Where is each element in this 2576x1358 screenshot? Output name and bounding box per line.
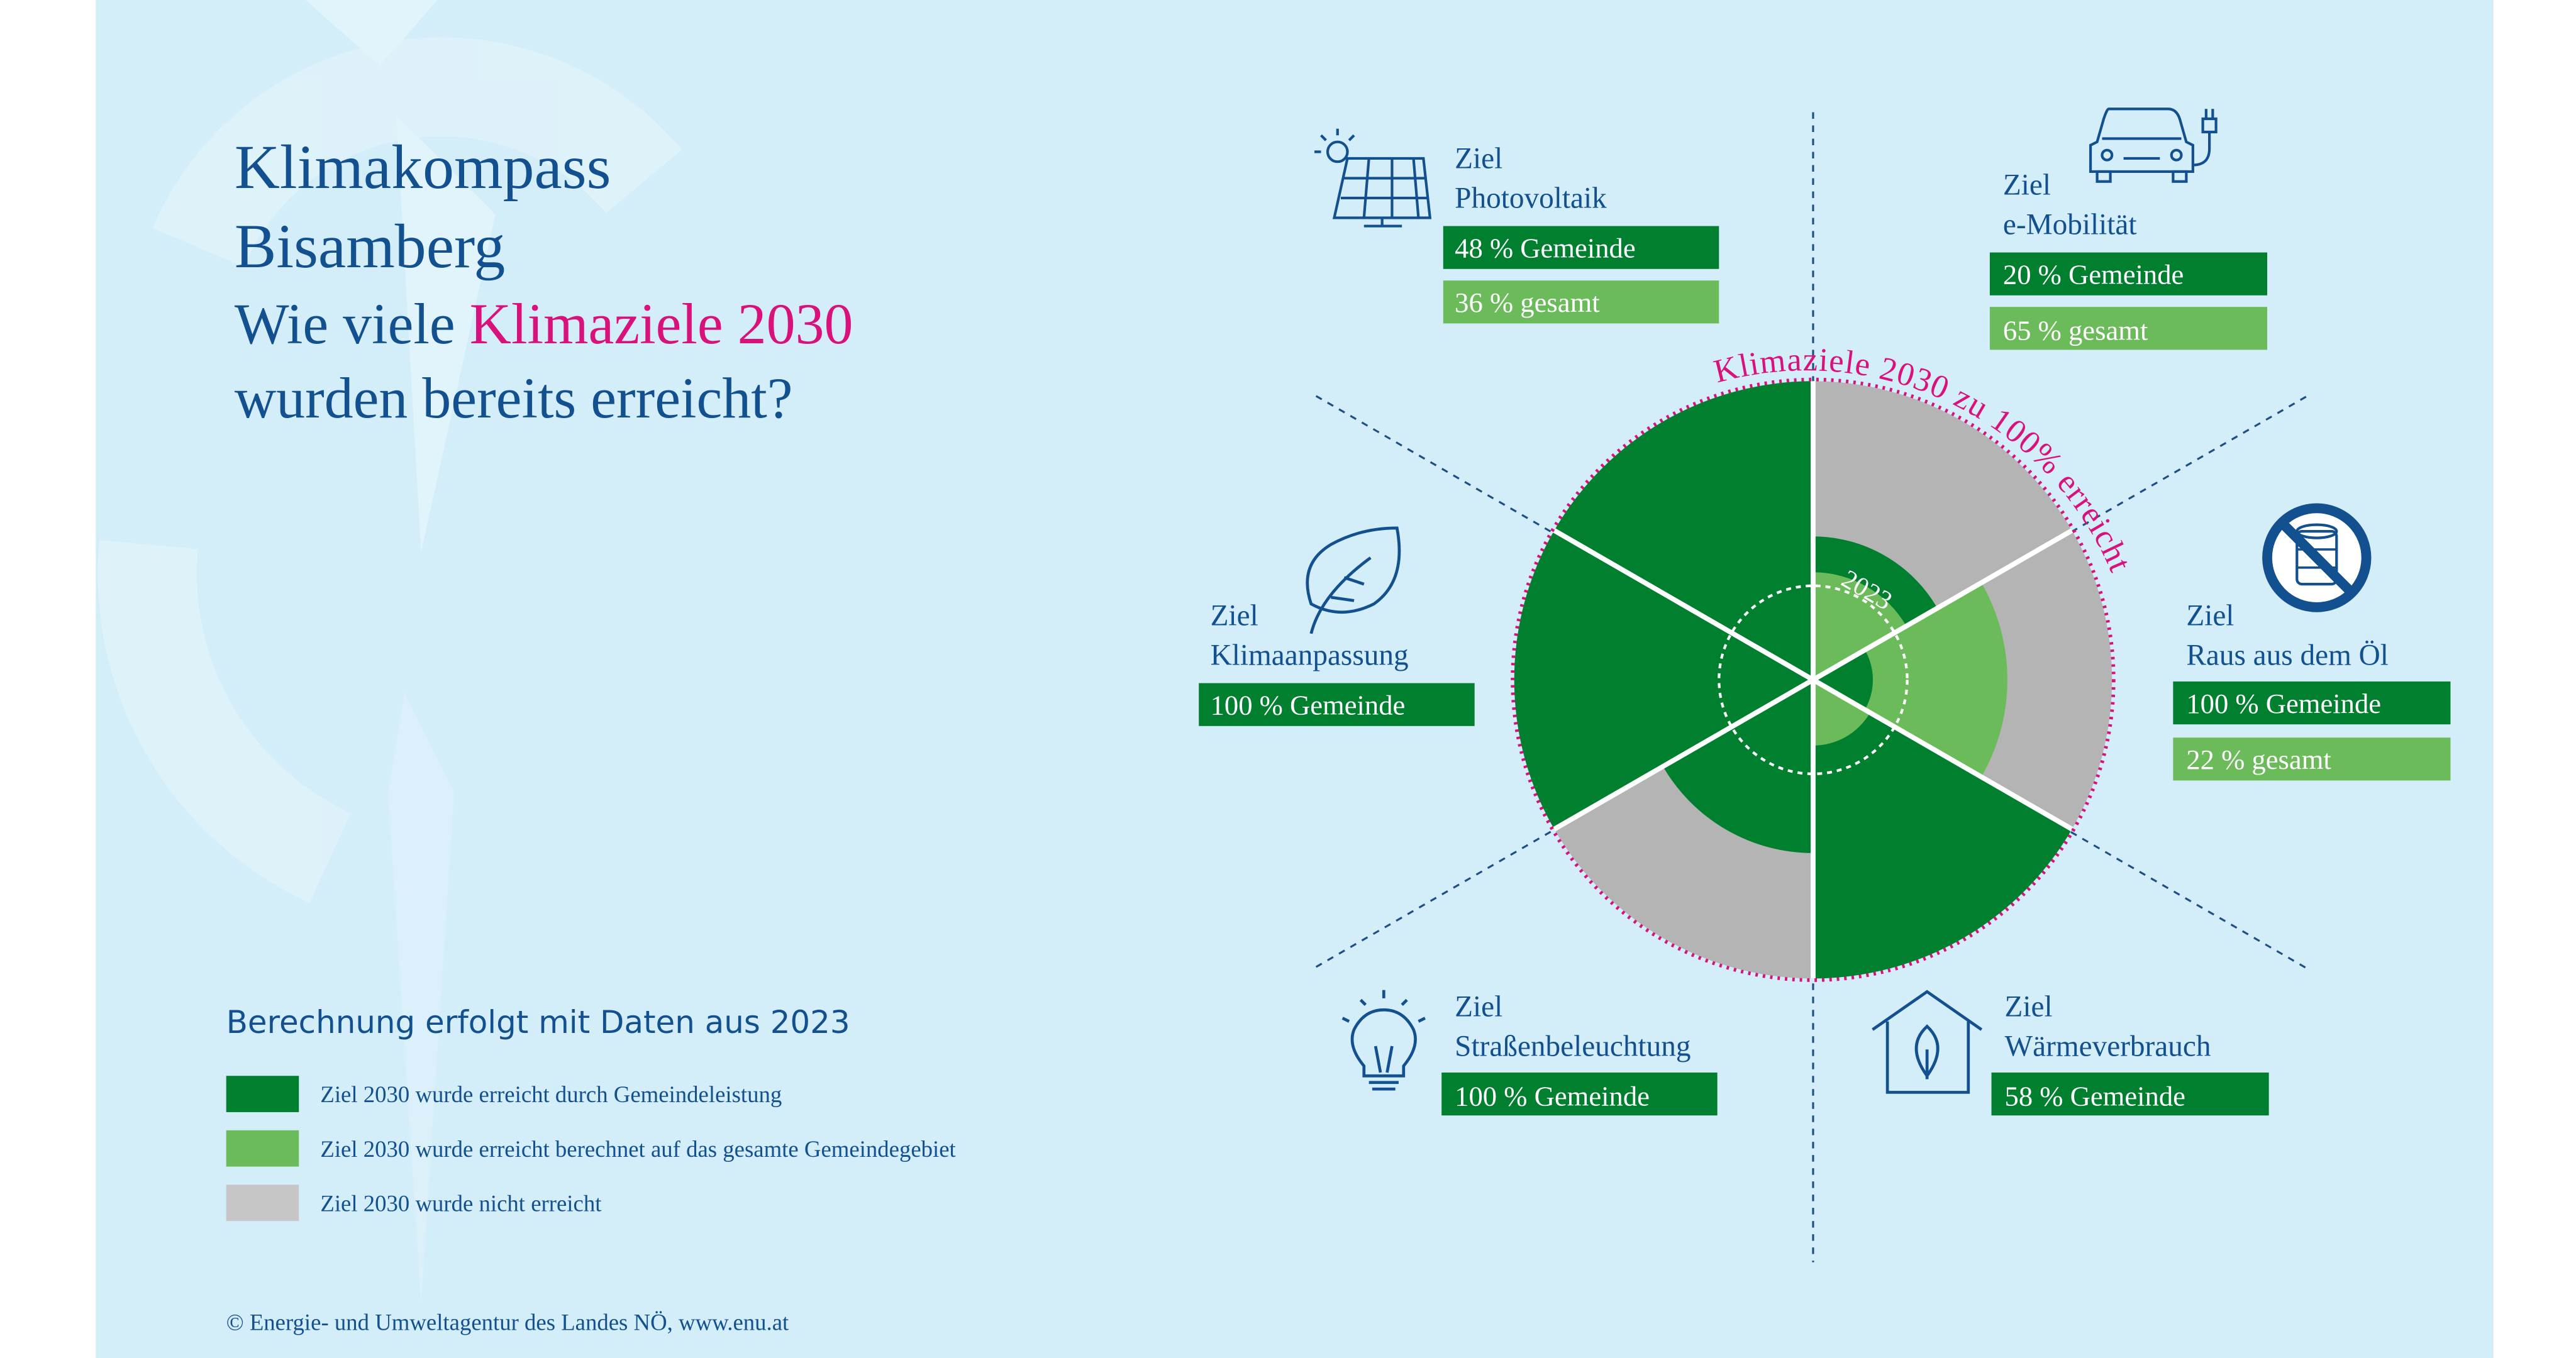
goal-raus-aus-dem-oel-gemeinde-box bbox=[2173, 681, 2451, 725]
goal-photovoltaik-gesamt-box bbox=[1443, 280, 1719, 324]
compass-watermark-icon bbox=[97, 0, 682, 1304]
goal-strassenbeleuchtung-name: Straßenbeleuchtung bbox=[1455, 1030, 1690, 1063]
goal-strassenbeleuchtung-gemeinde-box bbox=[1441, 1072, 1718, 1116]
sector-divider bbox=[1811, 528, 2074, 682]
goal-waermeverbrauch-gemeinde-box bbox=[1991, 1072, 2269, 1116]
title-highlight: Klimaziele 2030 bbox=[470, 292, 853, 356]
goal-raus-aus-dem-oel-name: Raus aus dem Öl bbox=[2186, 639, 2389, 672]
goal-e-mobilitaet-gemeinde: 20 % Gemeinde bbox=[2003, 258, 2184, 290]
goal-photovoltaik-gemeinde-box bbox=[1443, 226, 1719, 269]
polar-area-chart bbox=[1511, 377, 2116, 982]
bar-gemeinde-strassenbeleuchtung bbox=[1514, 530, 1813, 829]
goal-raus-aus-dem-oel-gemeinde: 100 % Gemeinde bbox=[2186, 688, 2381, 719]
title-line-4: wurden bereits erreicht? bbox=[235, 366, 793, 430]
footer-credit: © Energie- und Umweltagentur des Landes … bbox=[226, 1309, 789, 1335]
goal-klimaanpassung-gemeinde: 100 % Gemeinde bbox=[1211, 689, 1406, 720]
bar-gemeinde-e-mobilitaet bbox=[1813, 649, 1874, 710]
goal-e-mobilitaet-name: e-Mobilität bbox=[2003, 209, 2137, 241]
target-100-ring bbox=[1511, 377, 2116, 982]
goal-raus-aus-dem-oel-gesamt: 22 % gesamt bbox=[2186, 744, 2331, 775]
sector-divider bbox=[1811, 677, 2074, 832]
page-title: Klimakompass Bisamberg Wie viele Klimazi… bbox=[235, 132, 853, 430]
legend-label-gesamt: Ziel 2030 wurde erreicht berechnet auf d… bbox=[320, 1136, 955, 1162]
sector-divider bbox=[1553, 528, 1814, 682]
goal-photovoltaik: Ziel Photovoltaik 48 % Gemeinde 36 % ges… bbox=[1314, 128, 1719, 324]
goal-waermeverbrauch-gemeinde: 58 % Gemeinde bbox=[2005, 1080, 2185, 1112]
goal-photovoltaik-ziel: Ziel bbox=[1455, 143, 1502, 175]
goal-strassenbeleuchtung: Ziel Straßenbeleuchtung 100 % Gemeinde bbox=[1341, 990, 1718, 1116]
goal-photovoltaik-name: Photovoltaik bbox=[1455, 182, 1607, 215]
goal-strassenbeleuchtung-gemeinde: 100 % Gemeinde bbox=[1455, 1080, 1650, 1112]
legend-swatch-nicht-erreicht bbox=[226, 1184, 299, 1222]
reference-circle-2023 bbox=[1718, 584, 1909, 776]
goal-e-mobilitaet-gemeinde-box bbox=[1989, 252, 2268, 295]
goal-e-mobilitaet-ziel: Ziel bbox=[2003, 169, 2051, 202]
goal-e-mobilitaet: Ziel e-Mobilität 20 % Gemeinde 65 % gesa… bbox=[1989, 108, 2268, 350]
bar-gesamt-e-mobilitaet bbox=[1813, 582, 2007, 777]
goal-klimaanpassung: Ziel Klimaanpassung 100 % Gemeinde bbox=[1199, 526, 1475, 726]
goal-raus-aus-dem-oel: Ziel Raus aus dem Öl 100 % Gemeinde 22 %… bbox=[2173, 503, 2451, 781]
goal-klimaanpassung-ziel: Ziel bbox=[1211, 600, 1258, 632]
goal-e-mobilitaet-gesamt-box bbox=[1989, 307, 2268, 350]
leaf-icon bbox=[1306, 526, 1401, 634]
legend-label-gemeinde: Ziel 2030 wurde erreicht durch Gemeindel… bbox=[320, 1081, 782, 1107]
electric-car-icon bbox=[2089, 108, 2218, 183]
goal-raus-aus-dem-oel-gesamt-box bbox=[2173, 737, 2451, 781]
goal-raus-aus-dem-oel-ziel: Ziel bbox=[2186, 600, 2234, 632]
light-bulb-icon bbox=[1341, 990, 1426, 1091]
house-leaf-icon bbox=[1872, 990, 1983, 1094]
bar-gemeinde-klimaanpassung bbox=[1554, 381, 1813, 680]
legend-swatch-gemeinde bbox=[226, 1076, 299, 1112]
goal-klimaanpassung-gemeinde-box bbox=[1199, 683, 1475, 726]
legend-label-nicht-erreicht: Ziel 2030 wurde nicht erreicht bbox=[320, 1190, 601, 1216]
bar-gemeinde-waermeverbrauch bbox=[1663, 680, 1813, 853]
goal-klimaanpassung-name: Klimaanpassung bbox=[1211, 639, 1409, 672]
bar-gesamt-raus-aus-dem-oel bbox=[1813, 680, 1870, 746]
bar-gesamt-photovoltaik bbox=[1813, 572, 1907, 680]
title-line-2: Bisamberg bbox=[235, 211, 505, 281]
sector-divider bbox=[1553, 677, 1814, 832]
legend-title: Berechnung erfolgt mit Daten aus 2023 bbox=[226, 1004, 850, 1041]
goal-waermeverbrauch-ziel: Ziel bbox=[2005, 991, 2053, 1024]
goal-photovoltaik-gemeinde: 48 % Gemeinde bbox=[1455, 232, 1635, 263]
goal-strassenbeleuchtung-ziel: Ziel bbox=[1455, 991, 1502, 1024]
goal-waermeverbrauch-name: Wärmeverbrauch bbox=[2005, 1030, 2211, 1063]
goal-photovoltaik-gesamt: 36 % gesamt bbox=[1455, 287, 1600, 318]
legend: Berechnung erfolgt mit Daten aus 2023 Zi… bbox=[226, 1004, 956, 1222]
goal-e-mobilitaet-gesamt: 65 % gesamt bbox=[2003, 315, 2148, 346]
no-oil-barrel-icon bbox=[2262, 503, 2372, 612]
title-line-3-prefix: Wie viele bbox=[235, 292, 470, 356]
solar-panel-icon bbox=[1314, 128, 1432, 228]
goal-waermeverbrauch: Ziel Wärmeverbrauch 58 % Gemeinde bbox=[1872, 990, 2269, 1116]
title-line-1: Klimakompass bbox=[235, 132, 611, 202]
bar-gemeinde-raus-aus-dem-oel bbox=[1813, 680, 2072, 979]
legend-swatch-gesamt bbox=[226, 1130, 299, 1167]
title-line-3: Wie viele Klimaziele 2030 bbox=[235, 292, 853, 356]
